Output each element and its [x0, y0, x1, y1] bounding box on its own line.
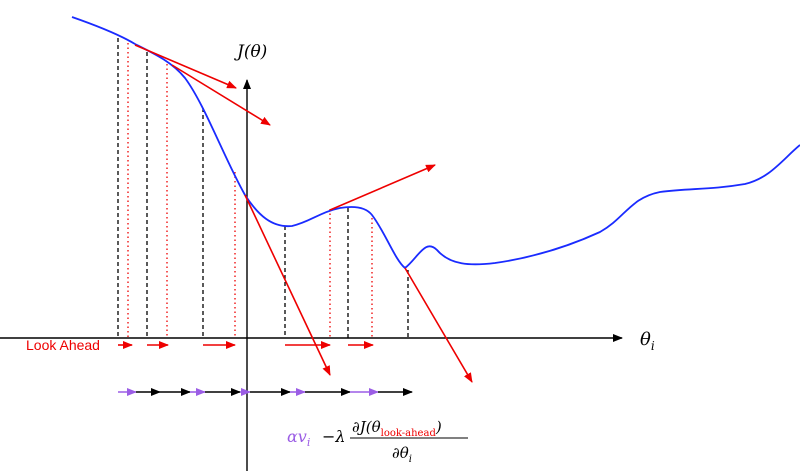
denominator: ∂θi	[392, 444, 412, 465]
numerator: ∂J(θlook-ahead)	[352, 418, 442, 439]
formula: αvi −λ ∂J(θlook-ahead) ∂θi	[287, 418, 468, 465]
gradient-prefix: −λ	[322, 427, 346, 446]
axes	[0, 79, 623, 471]
y-axis-label: J(θ)	[234, 42, 267, 62]
guides	[117, 38, 409, 338]
look-ahead-label: Look Ahead	[26, 337, 100, 353]
cost-curve	[71, 16, 800, 270]
x-axis-label: θi	[640, 329, 655, 353]
momentum-term: αvi	[287, 427, 310, 449]
gradient-arrows	[118, 44, 473, 383]
